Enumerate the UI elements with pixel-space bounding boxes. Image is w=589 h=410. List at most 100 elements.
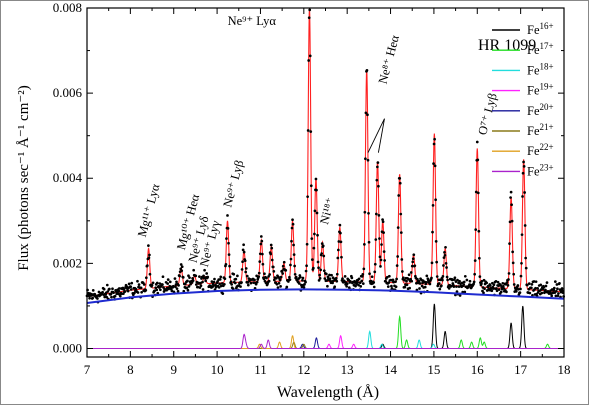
data-point <box>375 178 379 182</box>
data-point <box>187 284 191 288</box>
data-point <box>472 280 476 284</box>
x-tick-label: 7 <box>84 362 91 377</box>
data-point <box>242 250 246 254</box>
data-point <box>172 284 175 288</box>
data-point <box>507 278 510 281</box>
data-point <box>386 285 390 288</box>
x-tick-label: 12 <box>297 362 310 377</box>
data-point <box>379 265 382 268</box>
data-point <box>166 282 170 285</box>
data-point <box>147 256 151 260</box>
data-point <box>382 250 386 253</box>
data-point <box>489 286 493 290</box>
data-point <box>534 286 537 290</box>
data-point <box>438 287 442 291</box>
data-point <box>383 259 386 262</box>
data-point <box>225 237 228 240</box>
data-point <box>509 196 512 199</box>
data-point <box>144 276 148 280</box>
data-point <box>139 286 143 290</box>
data-point <box>180 265 184 269</box>
data-point <box>539 283 543 287</box>
data-point <box>376 165 379 169</box>
data-point <box>400 258 404 261</box>
data-point <box>93 292 97 296</box>
data-point <box>189 282 192 286</box>
data-point <box>173 277 177 280</box>
data-point <box>415 281 418 285</box>
data-point <box>272 269 276 273</box>
data-point <box>259 242 263 246</box>
data-point <box>91 289 95 292</box>
data-point <box>428 282 432 286</box>
data-point <box>316 260 320 264</box>
data-point <box>304 269 308 273</box>
data-point <box>478 256 481 260</box>
data-point <box>315 211 319 215</box>
data-point <box>372 285 376 289</box>
data-point <box>376 161 380 164</box>
data-point <box>410 264 414 268</box>
data-point <box>382 231 385 235</box>
data-point <box>416 277 419 281</box>
data-point <box>373 270 377 274</box>
data-point <box>241 248 245 252</box>
data-point <box>88 296 91 300</box>
data-point <box>487 288 491 292</box>
data-point <box>187 274 190 278</box>
data-point <box>322 254 326 258</box>
data-point <box>186 279 189 283</box>
data-point <box>265 276 268 280</box>
data-point <box>271 265 275 269</box>
data-point <box>496 280 500 284</box>
data-point <box>473 272 477 276</box>
data-point <box>320 252 324 255</box>
data-point <box>411 260 415 264</box>
data-point <box>474 190 478 194</box>
data-point <box>117 287 121 290</box>
data-point <box>441 278 444 282</box>
data-point <box>338 223 342 227</box>
data-point <box>254 282 258 286</box>
data-point <box>483 287 486 291</box>
data-point <box>356 281 359 284</box>
data-point <box>243 259 247 263</box>
data-point <box>517 287 520 291</box>
data-point <box>519 274 523 278</box>
data-point <box>497 288 501 291</box>
data-point <box>325 272 328 276</box>
data-point <box>291 222 295 226</box>
data-point <box>309 184 313 188</box>
data-point <box>305 264 308 268</box>
data-point <box>449 284 453 288</box>
data-point <box>511 250 515 254</box>
data-point <box>457 285 461 288</box>
data-point <box>127 282 131 286</box>
data-point <box>412 253 416 257</box>
data-point <box>231 287 235 291</box>
data-point <box>413 264 417 268</box>
data-point <box>555 283 559 286</box>
data-point <box>148 253 151 257</box>
data-point <box>255 280 259 284</box>
data-point <box>474 228 478 231</box>
data-point <box>369 279 373 283</box>
data-point <box>292 253 296 256</box>
data-point <box>252 281 255 285</box>
data-point <box>364 157 367 161</box>
data-point <box>424 281 428 284</box>
data-point <box>319 268 322 272</box>
data-point <box>219 284 223 288</box>
data-point <box>105 283 109 287</box>
data-point <box>442 264 445 267</box>
data-point <box>505 290 508 294</box>
data-point <box>441 275 445 278</box>
data-point <box>150 283 154 287</box>
data-point <box>423 285 427 289</box>
data-point <box>431 230 434 234</box>
data-point <box>418 282 422 285</box>
data-point <box>372 281 376 284</box>
line-annotation: Ne⁹⁺ Lyα <box>228 14 277 28</box>
data-point <box>210 280 214 283</box>
data-point <box>462 280 466 284</box>
